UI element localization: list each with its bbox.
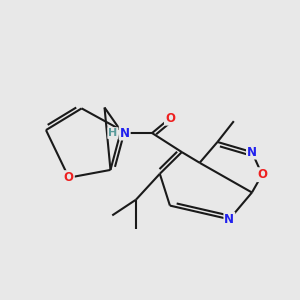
Text: O: O [257,168,267,181]
Text: N: N [224,213,234,226]
Text: O: O [64,171,74,184]
Text: O: O [165,112,175,125]
Text: H: H [108,128,118,138]
Text: N: N [247,146,257,159]
Text: N: N [120,127,130,140]
